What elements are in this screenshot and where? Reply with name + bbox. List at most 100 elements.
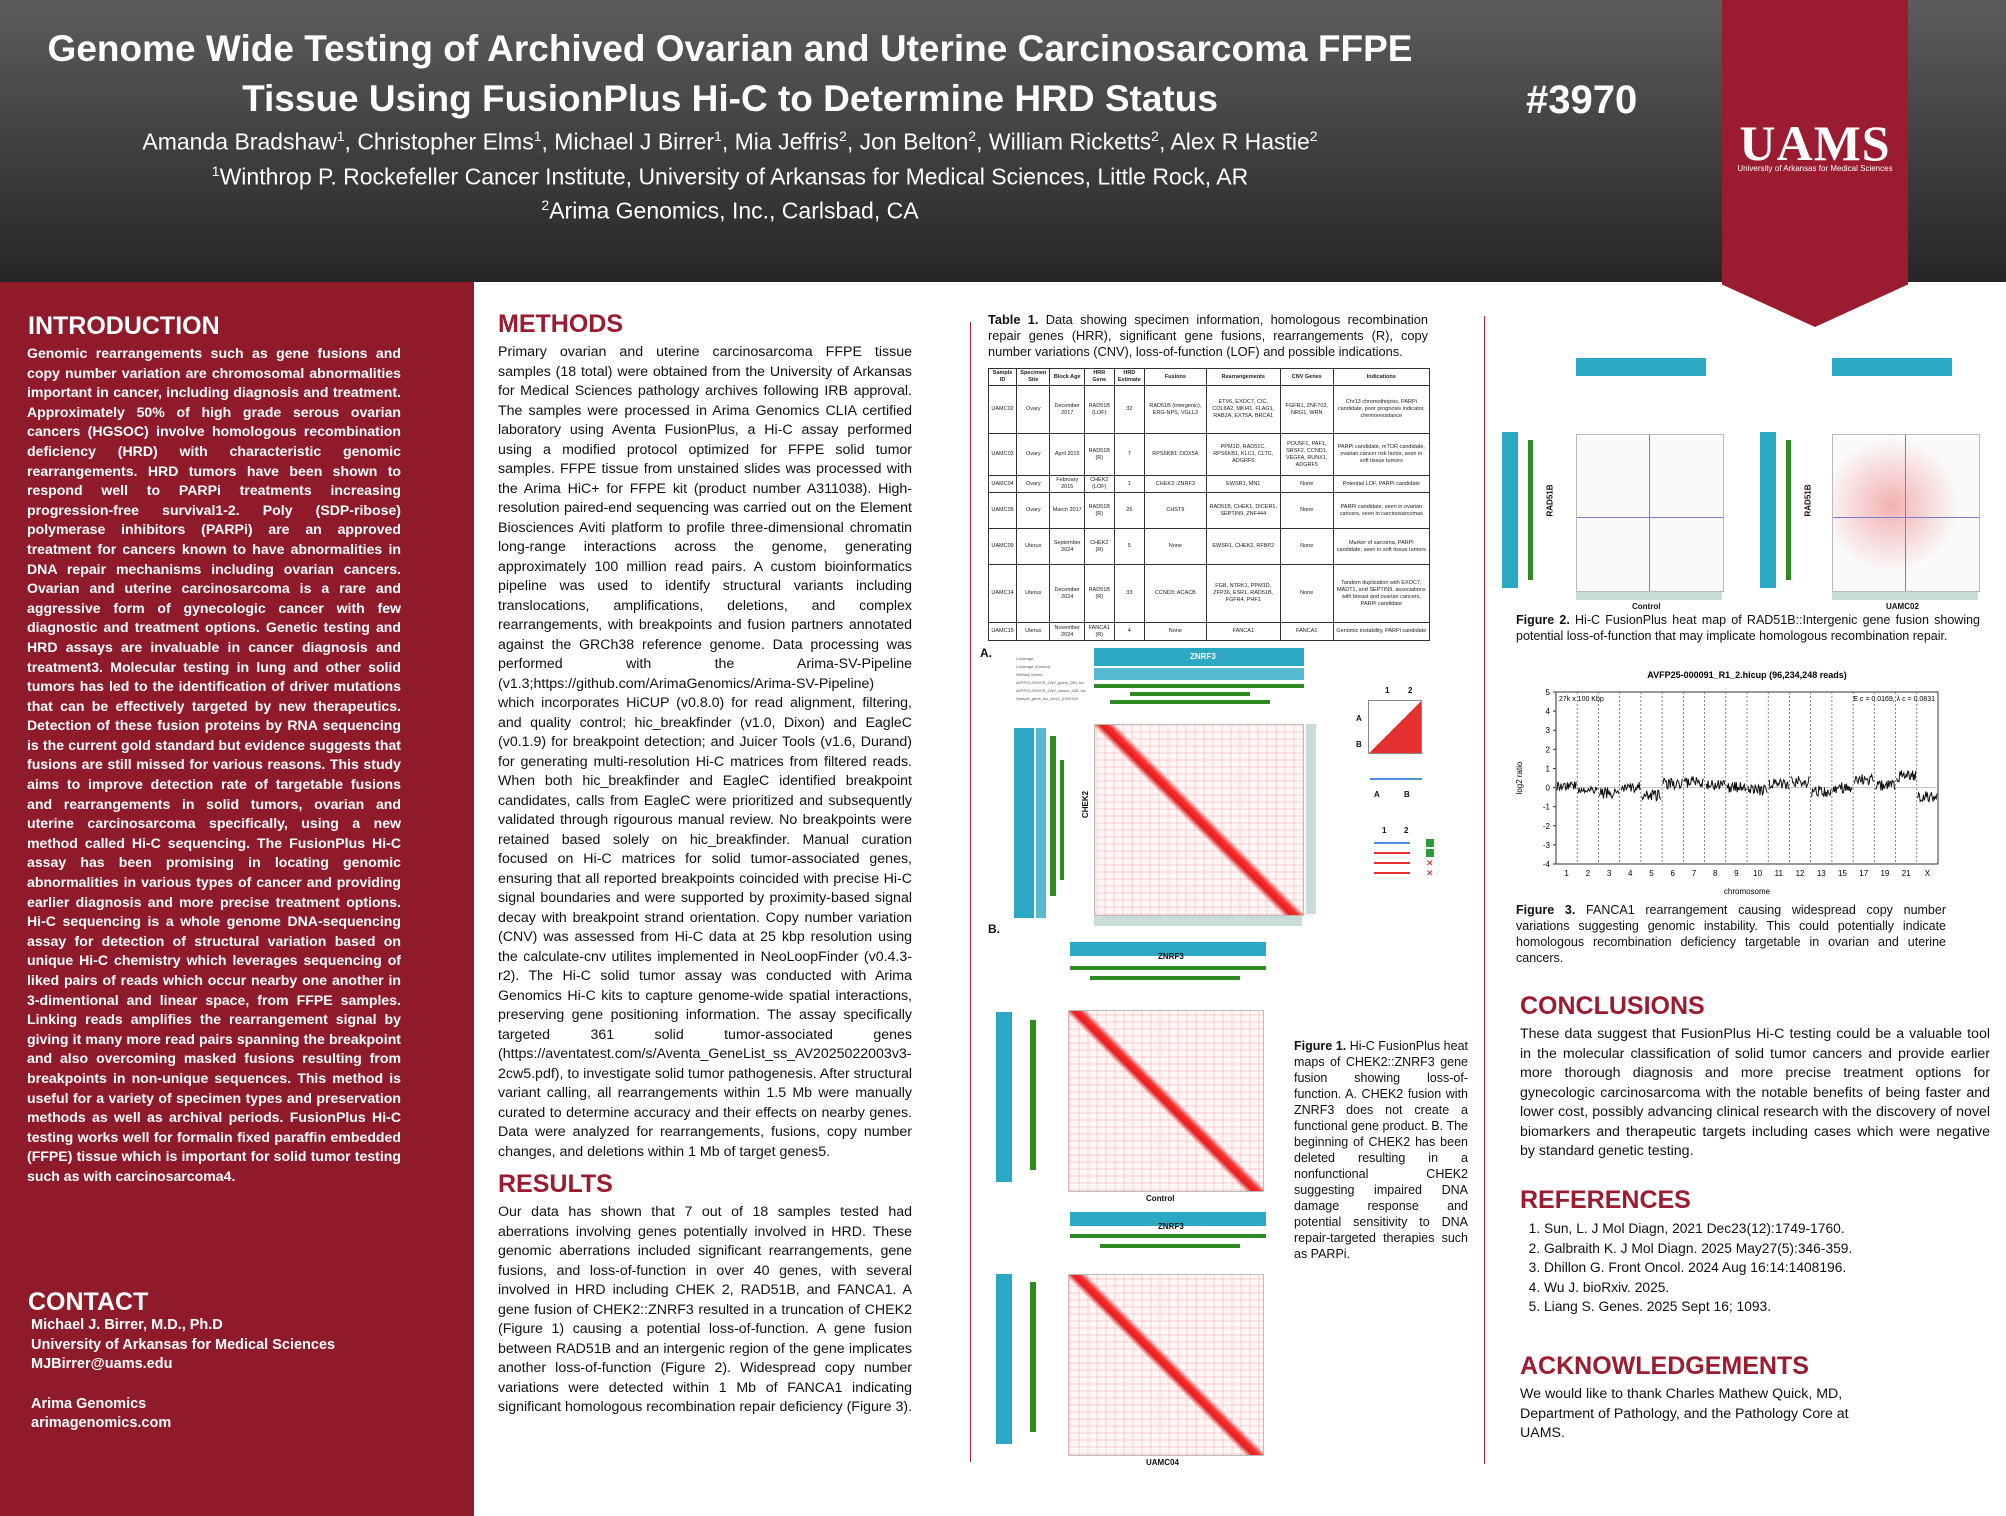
left-panel: INTRODUCTION Genomic rearrangements such… (0, 282, 474, 1516)
coverage-track (1832, 358, 1952, 376)
cnv-segment-9 (1726, 781, 1747, 793)
scroll-track (1832, 592, 1978, 600)
column-divider (970, 322, 971, 1462)
column-divider (1484, 316, 1485, 1464)
table-cell: CHEK2 (LOF) (1084, 475, 1115, 493)
figure-1-caption: Figure 1. Hi-C FusionPlus heat maps of C… (1294, 1038, 1468, 1262)
author-affiliation-marker: 1 (714, 128, 722, 144)
x-tick-label: 8 (1713, 869, 1718, 878)
author-affiliation-marker: 2 (839, 128, 847, 144)
track-label: AVFP25-000075_CNV_gains_DEL.hic (1016, 680, 1084, 685)
author-name: Alex R Hastie (1170, 128, 1310, 155)
uams-logo-subtext: University of Arkansas for Medical Scien… (1737, 164, 1893, 173)
x-tick-label: 2 (1586, 869, 1591, 878)
table-header-cell: Block Age (1049, 368, 1086, 386)
table-1-caption-label: Table 1. (988, 312, 1039, 327)
acknowledgements-text: We would like to thank Charles Mathew Qu… (1520, 1386, 1849, 1441)
contact-website[interactable]: arimagenomics.com (31, 1415, 172, 1431)
cnv-segment-5 (1641, 789, 1662, 802)
y-tick-label: 3 (1546, 726, 1551, 735)
y-tick-label: 4 (1546, 707, 1551, 716)
figure-1-caption-text: Hi-C FusionPlus heat maps of CHEK2::ZNRF… (1294, 1039, 1468, 1261)
scroll-track (1576, 592, 1722, 600)
x-tick-label: 10 (1753, 869, 1762, 878)
refseq-gene-track (1070, 966, 1266, 970)
chart-subtitle-left: 27k x 100 Kbp (1559, 696, 1604, 703)
heatmap-sample-label: UAMC02 (1886, 602, 1919, 611)
refseq-gene-track (1070, 1234, 1266, 1238)
contact-email[interactable]: MJBirrer@uams.edu (31, 1356, 173, 1372)
table-cell: RAD51B (R) (1084, 564, 1115, 623)
x-tick-label: 7 (1692, 869, 1697, 878)
author-affiliation-marker: 2 (1151, 128, 1159, 144)
reference-item: Sun, L. J Mol Diagn, 2021 Dec23(12):1749… (1544, 1219, 1990, 1239)
cnv-segment-21 (1896, 770, 1917, 784)
gene-label-top: ZNRF3 (1158, 952, 1184, 961)
uams-logo-badge: UAMS University of Arkansas for Medical … (1722, 0, 1908, 327)
coverage-track-vertical (1760, 432, 1776, 588)
x-tick-label: 6 (1670, 869, 1675, 878)
track-label: AVFP25-000075_CNV_losses_DEL.hic (1016, 688, 1086, 693)
refseq-gene-track-vertical (1050, 736, 1056, 896)
table-cell: UAMC15 (987, 622, 1018, 641)
y-tick-label: 0 (1546, 784, 1551, 793)
cnv-segment-6 (1662, 777, 1683, 791)
check-icon (1426, 849, 1434, 857)
heatmap-control-label: Control (1632, 602, 1661, 611)
table-cell: FANCA1 (1205, 622, 1281, 641)
table-cell: November 2024 (1049, 622, 1086, 641)
x-tick-label: 9 (1734, 869, 1739, 878)
schematic-contact-map (1368, 700, 1422, 754)
coverage-track-vertical (996, 1274, 1012, 1444)
table-cell: Ovary (1016, 475, 1051, 493)
contact-company: Arima Genomics (31, 1395, 147, 1412)
table-cell: None (1279, 528, 1334, 565)
check-icon (1426, 839, 1434, 847)
scroll-track (1094, 916, 1302, 926)
author-affiliation-marker: 2 (968, 128, 977, 144)
figure-1-caption-label: Figure 1. (1294, 1039, 1347, 1053)
contact-institution: University of Arkansas for Medical Scien… (31, 1336, 336, 1353)
table-cell: UAMC05 (987, 492, 1018, 529)
table-cell: April 2015 (1049, 433, 1086, 476)
table-cell: 26 (1113, 492, 1146, 529)
table-cell: None (1144, 528, 1207, 565)
affiliation-1: 1Winthrop P. Rockefeller Cancer Institut… (40, 157, 1420, 192)
author-list: Amanda Bradshaw1, Christopher Elms1, Mic… (142, 128, 1318, 155)
schematic-orientation-line (1374, 852, 1410, 854)
table-cell: Potential LOF, PARPi candidate (1332, 475, 1431, 493)
cnv-segment-17 (1853, 772, 1874, 786)
author-name: Christopher Elms (357, 128, 534, 155)
table-cell: Uterus (1016, 564, 1051, 623)
x-tick-label: 3 (1607, 869, 1612, 878)
heatmap-control-label: Control (1146, 1194, 1175, 1203)
methods-text: Primary ovarian and uterine carcinosarco… (498, 344, 913, 1160)
results-text: Our data has shown that 7 out of 18 samp… (498, 1204, 913, 1415)
coverage-track-vertical (1502, 432, 1518, 588)
track-label: Coverage (1016, 656, 1034, 661)
author-affiliation-marker: 2 (1309, 128, 1318, 144)
table-cell: EWSR1, CHEK2, RFBP2 (1205, 528, 1281, 565)
table-cell: September 2024 (1049, 528, 1086, 565)
y-axis-label: log2 ratio (1515, 761, 1524, 794)
y-tick-label: 5 (1546, 688, 1551, 697)
coverage-track (1094, 648, 1304, 666)
schematic-col-label: 2 (1408, 686, 1413, 695)
x-tick-label: 1 (1564, 869, 1569, 878)
track-label: RefSeq Genes (1016, 672, 1043, 677)
cnv-segment-4 (1620, 782, 1641, 794)
table-cell: Uterus (1016, 528, 1051, 565)
author-affiliation-marker: 1 (533, 128, 542, 144)
table-cell: RAD51B, CHEK1, DICER1, SEPTIN9, ZNF444 (1205, 492, 1281, 529)
figure-2-caption: Figure 2. Hi-C FusionPlus heat map of RA… (1516, 612, 1980, 644)
x-tick-label: 13 (1817, 869, 1826, 878)
schematic-orientation-line (1374, 872, 1410, 874)
table-cell: Uterus (1016, 622, 1051, 641)
table-cell: 5 (1113, 528, 1146, 565)
table-cell: Ovary (1016, 385, 1051, 434)
figure-3-caption-label: Figure 3. (1516, 903, 1576, 917)
scroll-track (1306, 724, 1316, 914)
gene-label-top: ZNRF3 (1190, 652, 1216, 661)
cnv-segment-2 (1577, 784, 1598, 795)
coverage-track (1070, 942, 1266, 956)
